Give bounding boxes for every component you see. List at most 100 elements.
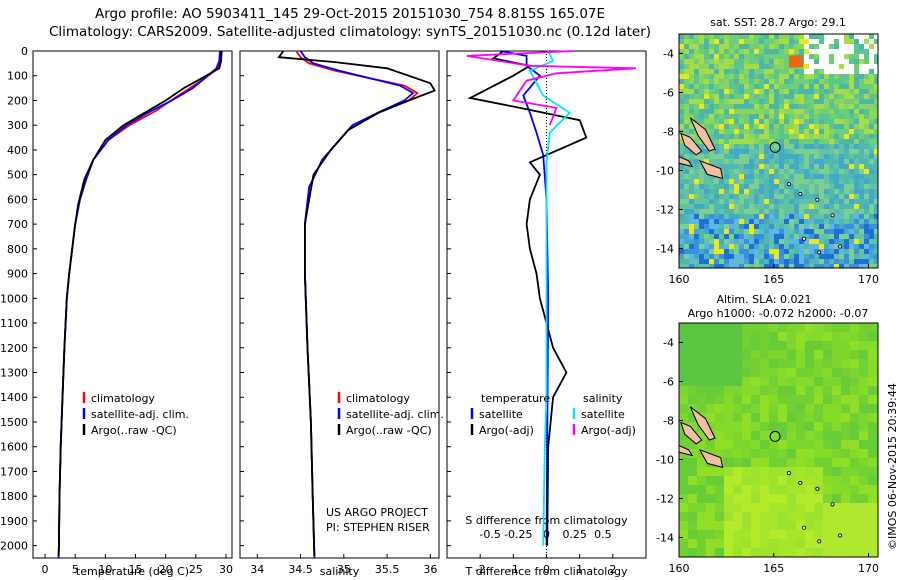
heatmap-cell	[784, 249, 789, 254]
heatmap-cell	[694, 229, 699, 234]
heatmap-cell	[799, 244, 804, 249]
heatmap-cell	[784, 114, 789, 119]
heatmap-cell	[868, 422, 877, 431]
heatmap-cell	[709, 44, 714, 49]
heatmap-cell	[724, 377, 733, 386]
heatmap-cell	[834, 44, 839, 49]
depth-tick-label: 300	[7, 119, 28, 132]
heatmap-cell	[834, 49, 839, 54]
heatmap-cell	[704, 159, 709, 164]
heatmap-cell	[719, 184, 724, 189]
heatmap-cell	[789, 239, 794, 244]
heatmap-cell	[764, 99, 769, 104]
heatmap-cell	[809, 209, 814, 214]
heatmap-cell	[869, 129, 874, 134]
heatmap-cell	[841, 350, 850, 359]
heatmap-cell	[779, 259, 784, 264]
heatmap-cell	[850, 548, 859, 557]
heatmap-cell	[742, 476, 751, 485]
heatmap-cell	[844, 219, 849, 224]
heatmap-cell	[774, 204, 779, 209]
heatmap-cell	[787, 323, 796, 332]
heatmap-cell	[787, 386, 796, 395]
heatmap-cell	[694, 264, 699, 268]
heatmap-cell	[874, 259, 878, 264]
heatmap-cell	[869, 154, 874, 159]
heatmap-cell	[834, 74, 839, 79]
heatmap-cell	[784, 179, 789, 184]
heatmap-cell	[841, 395, 850, 404]
heatmap-cell	[809, 59, 814, 64]
heatmap-cell	[719, 114, 724, 119]
heatmap-cell	[839, 239, 844, 244]
heatmap-cell	[796, 386, 805, 395]
heatmap-cell	[699, 179, 704, 184]
heatmap-cell	[784, 219, 789, 224]
heatmap-cell	[734, 44, 739, 49]
heatmap-cell	[850, 368, 859, 377]
heatmap-cell	[868, 359, 877, 368]
heatmap-cell	[729, 154, 734, 159]
heatmap-cell	[769, 395, 778, 404]
heatmap-cell	[759, 214, 764, 219]
heatmap-cell	[784, 54, 789, 59]
heatmap-cell	[850, 521, 859, 530]
heatmap-cell	[799, 99, 804, 104]
heatmap-cell	[749, 194, 754, 199]
heatmap-cell	[739, 64, 744, 69]
heatmap-cell	[764, 209, 769, 214]
heatmap-cell	[804, 139, 809, 144]
heatmap-cell	[724, 244, 729, 249]
heatmap-cell	[739, 214, 744, 219]
heatmap-cell	[749, 99, 754, 104]
heatmap-cell	[689, 134, 694, 139]
heatmap-cell	[679, 119, 684, 124]
heatmap-cell	[697, 341, 706, 350]
heatmap-cell	[778, 350, 787, 359]
heatmap-cell	[794, 139, 799, 144]
heatmap-cell	[859, 209, 864, 214]
heatmap-cell	[789, 104, 794, 109]
heatmap-cell	[679, 386, 688, 395]
heatmap-cell	[804, 209, 809, 214]
heatmap-cell	[754, 224, 759, 229]
heatmap-cell	[749, 184, 754, 189]
heatmap-cell	[699, 204, 704, 209]
heatmap-cell	[779, 119, 784, 124]
heatmap-cell	[799, 249, 804, 254]
heatmap-cell	[859, 184, 864, 189]
heatmap-cell	[809, 259, 814, 264]
heatmap-cell	[778, 386, 787, 395]
heatmap-cell	[789, 114, 794, 119]
heatmap-cell	[805, 467, 814, 476]
heatmap-cell	[759, 144, 764, 149]
depth-tick-label: 1100	[0, 317, 28, 330]
heatmap-cell	[832, 476, 841, 485]
heatmap-cell	[859, 69, 864, 74]
heatmap-cell	[734, 264, 739, 268]
heatmap-cell	[824, 174, 829, 179]
heatmap-cell	[839, 259, 844, 264]
heatmap-cell	[679, 458, 688, 467]
heatmap-cell	[779, 124, 784, 129]
heatmap-cell	[699, 229, 704, 234]
heatmap-cell	[760, 494, 769, 503]
heatmap-cell	[829, 64, 834, 69]
small-island	[802, 236, 807, 241]
x-tick-label: 25	[189, 563, 203, 576]
heatmap-cell	[864, 174, 869, 179]
heatmap-cell	[854, 149, 859, 154]
heatmap-cell	[749, 229, 754, 234]
heatmap-cell	[679, 530, 688, 539]
heatmap-cell	[794, 234, 799, 239]
heatmap-cell	[839, 109, 844, 114]
heatmap-cell	[839, 49, 844, 54]
heatmap-cell	[789, 74, 794, 79]
heatmap-cell	[859, 530, 868, 539]
heatmap-cell	[839, 139, 844, 144]
heatmap-cell	[719, 39, 724, 44]
heatmap-cell	[749, 74, 754, 79]
heatmap-cell	[739, 204, 744, 209]
heatmap-cell	[760, 431, 769, 440]
heatmap-cell	[805, 431, 814, 440]
